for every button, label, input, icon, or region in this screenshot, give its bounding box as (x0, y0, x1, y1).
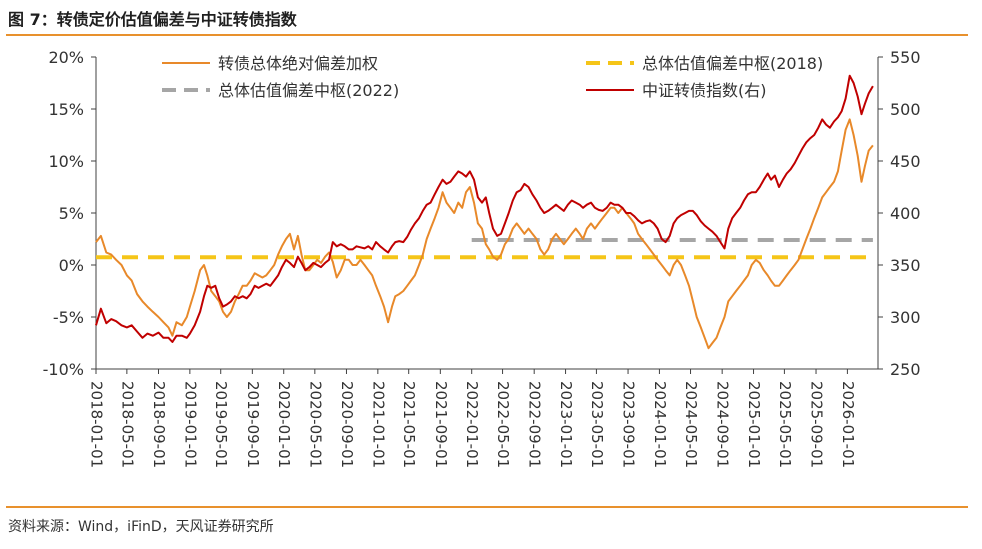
x-tick-label: 2024-05-01 (682, 381, 700, 468)
y-right-tick-label: 400 (890, 204, 921, 223)
x-tick-label: 2018-09-01 (150, 381, 168, 468)
x-tick-label: 2020-01-01 (275, 381, 293, 468)
legend-label-3: 总体估值偏差中枢(2022) (218, 81, 399, 100)
x-tick-label: 2026-01-01 (839, 381, 857, 468)
y-left-tick-label: -10% (43, 360, 84, 379)
legend-label-1: 转债总体绝对偏差加权 (218, 54, 378, 73)
y-left-tick-label: 5% (59, 204, 84, 223)
x-tick-label: 2022-05-01 (494, 381, 512, 468)
y-right-tick-label: 550 (890, 48, 921, 67)
bottom-rule (6, 506, 968, 508)
x-tick-label: 2019-09-01 (244, 381, 262, 468)
source-note: 资料来源：Wind，iFinD，天风证券研究所 (8, 519, 274, 535)
axes-layer: -10% -5% 0% 5% 10% 15% 20% 250 300 350 400 450 500 55… (43, 48, 921, 468)
x-tick-label: 2021-01-01 (369, 381, 387, 468)
x-tick-label: 2025-09-01 (808, 381, 826, 468)
x-tick-label: 2024-09-01 (714, 381, 732, 468)
y-left-tick-label: 0% (59, 256, 84, 275)
series-line-4 (95, 74, 874, 343)
series-line-1 (95, 118, 874, 350)
y-left-tick-label: -5% (53, 308, 84, 327)
x-tick-label: 2019-05-01 (212, 381, 230, 468)
y-left-tick-label: 15% (48, 100, 84, 119)
x-tick-label: 2024-01-01 (651, 381, 669, 468)
figure-title: 图 7：转债定价估值偏差与中证转债指数 (8, 10, 297, 29)
legend: 转债总体绝对偏差加权 总体估值偏差中枢(2018) 总体估值偏差中枢(2022) 中证… (162, 54, 823, 100)
x-tick-label: 2021-09-01 (432, 381, 450, 468)
y-right-tick-label: 350 (890, 256, 921, 275)
x-tick-label: 2022-09-01 (526, 381, 544, 468)
y-right-tick-label: 450 (890, 152, 921, 171)
legend-label-4: 中证转债指数(右) (642, 81, 767, 100)
x-tick-label: 2025-05-01 (776, 381, 794, 468)
x-tick-label: 2020-05-01 (306, 381, 324, 468)
x-tick-label: 2018-01-01 (88, 381, 106, 468)
x-tick-label: 2025-01-01 (745, 381, 763, 468)
x-tick-label: 2018-05-01 (118, 381, 136, 468)
y-left-tick-label: 10% (48, 152, 84, 171)
x-tick-label: 2019-01-01 (181, 381, 199, 468)
top-rule (6, 34, 968, 36)
x-tick-label: 2023-09-01 (620, 381, 638, 468)
chart: -10% -5% 0% 5% 10% 15% 20% 250 300 350 400 450 500 55… (43, 48, 921, 468)
x-tick-label: 2022-01-01 (463, 381, 481, 468)
y-right-tick-label: 500 (890, 100, 921, 119)
x-tick-label: 2020-09-01 (338, 381, 356, 468)
y-left-tick-label: 20% (48, 48, 84, 67)
x-tick-label: 2023-01-01 (557, 381, 575, 468)
x-tick-label: 2021-05-01 (400, 381, 418, 468)
series-layer (95, 74, 874, 350)
y-right-tick-label: 250 (890, 360, 921, 379)
y-right-tick-label: 300 (890, 308, 921, 327)
legend-label-2: 总体估值偏差中枢(2018) (642, 54, 823, 73)
x-tick-label: 2023-05-01 (588, 381, 606, 468)
